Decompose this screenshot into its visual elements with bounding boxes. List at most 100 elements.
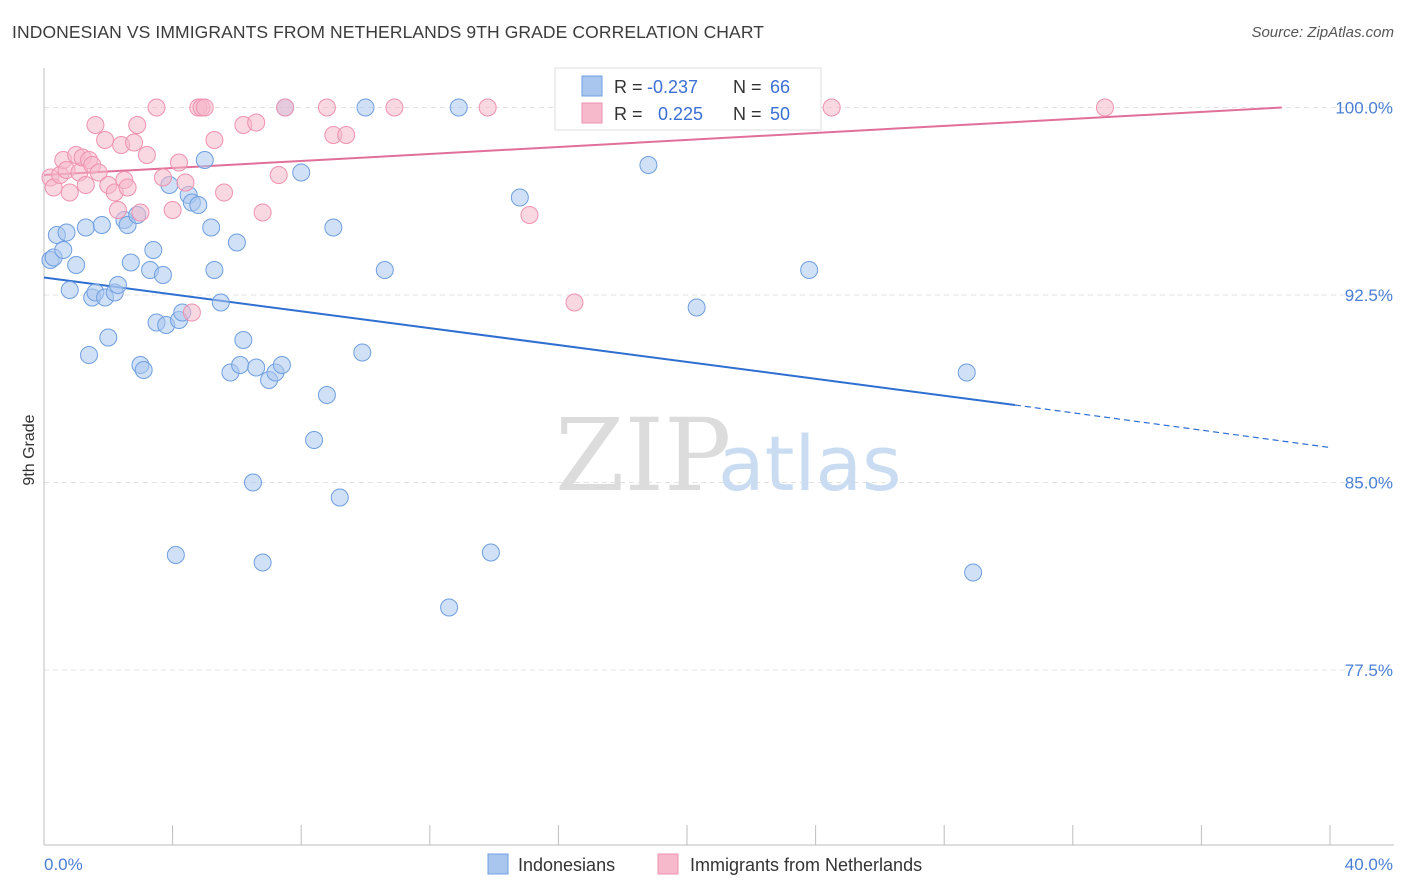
- y-tick-labels: 77.5% 85.0% 92.5% 100.0%: [1335, 99, 1393, 681]
- point-indonesians-8: [80, 346, 99, 364]
- point-indonesians-55: [356, 98, 375, 117]
- point-indonesians-57: [440, 598, 459, 617]
- trend-line-indonesians: [43, 276, 1016, 406]
- point-indonesians-64: [957, 363, 976, 382]
- point-indonesians-33: [189, 196, 208, 214]
- point-indonesians-58: [449, 98, 468, 117]
- point-indonesians-44: [253, 553, 272, 572]
- watermark: ZIP atlas: [555, 397, 902, 514]
- point-netherlands-34: [205, 131, 224, 149]
- point-netherlands-41: [317, 98, 336, 117]
- point-netherlands-5: [60, 183, 79, 202]
- point-netherlands-25: [147, 98, 166, 117]
- point-netherlands-12: [86, 116, 105, 134]
- point-netherlands-46: [520, 206, 539, 224]
- point-indonesians-36: [205, 261, 224, 279]
- legend-n-value-pink: 50: [770, 104, 790, 124]
- point-indonesians-7: [76, 218, 95, 237]
- point-indonesians-21: [134, 361, 153, 379]
- point-netherlands-45: [478, 98, 497, 117]
- point-netherlands-39: [269, 166, 288, 184]
- point-indonesians-11: [92, 216, 111, 234]
- legend-r-value-blue: -0.237: [647, 77, 698, 97]
- point-indonesians-5: [60, 281, 79, 299]
- point-netherlands-22: [128, 116, 147, 134]
- bottom-legend-swatch-netherlands: [657, 853, 679, 875]
- point-indonesians-61: [639, 156, 658, 174]
- point-indonesians-49: [292, 163, 311, 182]
- point-netherlands-40: [276, 98, 295, 117]
- chart-title: INDONESIAN VS IMMIGRANTS FROM NETHERLAND…: [12, 22, 765, 42]
- legend-r-value-pink: 0.225: [658, 104, 703, 124]
- point-netherlands-14: [96, 131, 115, 149]
- point-indonesians-6: [67, 256, 86, 274]
- point-netherlands-35: [215, 183, 234, 202]
- axes: [43, 68, 1394, 846]
- point-netherlands-28: [170, 153, 189, 172]
- point-indonesians-3: [54, 241, 73, 259]
- legend-r-label-blue: R =: [614, 77, 643, 97]
- point-indonesians-40: [231, 356, 250, 374]
- point-indonesians-51: [317, 386, 336, 404]
- point-indonesians-25: [153, 266, 172, 284]
- point-indonesians-23: [144, 241, 163, 259]
- bottom-legend: Indonesians Immigrants from Netherlands: [487, 853, 922, 875]
- point-indonesians-52: [324, 218, 343, 237]
- point-indonesians-18: [121, 253, 140, 272]
- point-netherlands-37: [247, 113, 266, 132]
- legend-n-label-pink: N =: [733, 104, 762, 124]
- point-indonesians-15: [108, 276, 127, 294]
- watermark-zip: ZIP: [555, 397, 731, 514]
- point-indonesians-50: [305, 431, 324, 449]
- point-netherlands-13: [89, 163, 108, 182]
- point-indonesians-54: [353, 343, 372, 362]
- bottom-legend-indonesians: Indonesians: [518, 855, 615, 875]
- y-tick-label-0: 77.5%: [1345, 661, 1393, 680]
- point-netherlands-20: [118, 178, 137, 197]
- point-netherlands-26: [153, 168, 172, 187]
- point-netherlands-17: [108, 201, 127, 219]
- point-indonesians-42: [243, 473, 262, 492]
- point-indonesians-60: [510, 188, 529, 207]
- point-indonesians-28: [166, 546, 185, 564]
- point-indonesians-37: [211, 293, 230, 312]
- point-indonesians-56: [375, 261, 394, 279]
- x-tick-label-0: 0.0%: [44, 855, 83, 874]
- point-indonesians-4: [57, 223, 76, 242]
- trend-lines: [43, 106, 1331, 449]
- point-netherlands-43: [337, 126, 356, 144]
- point-indonesians-35: [202, 218, 221, 237]
- y-axis-label: 9th Grade: [21, 414, 38, 485]
- point-netherlands-33: [195, 98, 214, 117]
- stats-legend: R = -0.237 N = 66 R = 0.225 N = 50: [554, 67, 822, 131]
- point-indonesians-39: [227, 233, 246, 252]
- legend-n-value-blue: 66: [770, 77, 790, 97]
- point-netherlands-27: [163, 201, 182, 219]
- point-indonesians-43: [247, 358, 266, 377]
- point-netherlands-9: [76, 176, 95, 194]
- bottom-legend-netherlands: Immigrants from Netherlands: [690, 855, 922, 875]
- point-indonesians-65: [964, 563, 983, 582]
- point-netherlands-23: [131, 203, 150, 222]
- watermark-atlas: atlas: [718, 419, 902, 508]
- point-indonesians-63: [800, 261, 819, 279]
- point-netherlands-38: [253, 203, 272, 222]
- chart-source: Source: ZipAtlas.com: [1251, 24, 1394, 41]
- point-netherlands-47: [565, 293, 584, 312]
- point-indonesians-53: [330, 488, 349, 507]
- y-tick-label-1: 85.0%: [1345, 474, 1393, 493]
- point-indonesians-13: [99, 328, 118, 347]
- trend-line-indonesians-extension: [1014, 404, 1331, 449]
- point-netherlands-30: [182, 303, 201, 322]
- x-tick-label-1: 40.0%: [1345, 855, 1393, 874]
- legend-n-label-blue: N =: [733, 77, 762, 97]
- point-indonesians-41: [234, 331, 253, 349]
- point-netherlands-44: [385, 98, 404, 117]
- point-netherlands-29: [176, 173, 195, 192]
- y-tick-label-3: 100.0%: [1335, 99, 1393, 118]
- legend-swatch-blue: [581, 75, 603, 97]
- point-indonesians-34: [195, 151, 214, 169]
- point-indonesians-59: [481, 543, 500, 562]
- grid-lines: [44, 107, 1394, 671]
